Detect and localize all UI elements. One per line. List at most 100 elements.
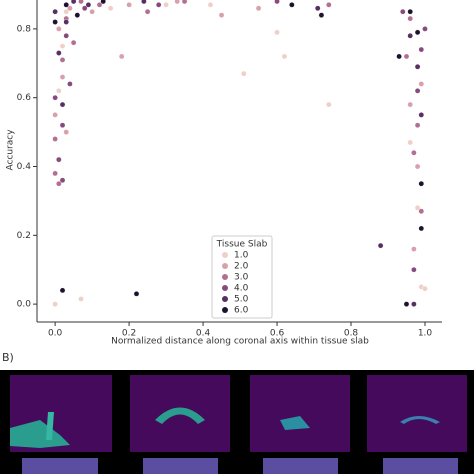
point [52,19,58,25]
point [174,0,180,5]
x-tick-label: 1.0 [418,329,433,339]
x-tick-label: 0.6 [270,329,285,339]
x-tick-label: 0.0 [48,329,63,339]
legend: Tissue Slab 1.02.03.04.05.06.0 [211,235,273,319]
point [59,43,66,49]
point [59,74,66,80]
point [411,246,417,252]
point [399,8,406,15]
point [181,0,188,5]
point [63,19,70,25]
point [63,32,70,39]
point [52,8,58,15]
point [56,180,62,187]
point [407,101,413,108]
point [414,29,421,36]
point [414,122,421,129]
point [411,266,417,273]
point [407,15,413,22]
point [141,0,147,5]
point [396,53,402,60]
point [133,290,140,297]
point [70,0,77,5]
y-tick-label: 0.0 [17,300,32,310]
point [281,53,288,60]
point [70,39,77,46]
panel-label: B) [2,351,14,364]
point [422,285,428,292]
point [52,136,58,142]
point [67,5,73,12]
point [414,63,421,70]
point [418,208,425,215]
image-tile [250,375,350,452]
point [63,2,70,8]
y-tick-label: 0.2 [17,231,31,241]
point [411,301,417,307]
point [74,12,81,18]
x-axis-label: Normalized distance along coronal axis w… [111,337,369,347]
legend-label: 2.0 [234,262,249,272]
point [414,163,421,170]
point [418,46,425,53]
point [163,2,169,8]
point [414,88,421,94]
point [96,2,103,8]
image-tile [383,458,458,474]
point [56,156,62,163]
point [240,70,247,77]
point [318,12,325,18]
legend-marker [222,296,228,302]
point [403,53,410,60]
image-tile [22,458,98,474]
y-tick-label: 0.4 [17,162,32,172]
point [59,122,66,129]
point [418,112,425,118]
point [418,81,425,87]
point [59,287,66,294]
point [107,5,114,12]
legend-label: 1.0 [234,251,249,261]
point [326,2,332,8]
point [255,5,262,12]
point [274,0,280,5]
point [407,8,413,15]
legend-title: Tissue Slab [216,240,268,250]
point [52,94,58,101]
point [403,301,410,307]
point [326,101,332,108]
point [314,5,321,12]
legend-marker [222,274,228,280]
legend-label: 3.0 [234,273,249,283]
point [207,2,214,8]
point [422,26,428,32]
legend-label: 6.0 [234,306,249,316]
point [411,149,417,156]
point [289,2,295,8]
legend-marker [222,307,228,313]
point [418,180,425,187]
y-tick-label: 0.8 [17,24,32,34]
point [377,242,384,249]
point [52,301,58,307]
point [78,296,84,302]
point [59,101,66,108]
tissue-shape [46,412,54,440]
y-tick-label: 0.6 [17,93,32,103]
point [414,204,421,211]
panel-b-images [0,370,474,474]
point [67,81,73,87]
x-tick-label: 0.2 [122,329,136,339]
point [63,129,70,135]
tissue-shape [155,407,205,424]
legend-label: 5.0 [234,295,249,305]
point [52,112,58,118]
point [155,2,162,8]
y-axis-label: Accuracy [6,129,16,171]
point [274,29,280,36]
point [418,225,425,232]
legend-marker [222,285,228,291]
point [407,32,413,39]
image-tile [263,458,338,474]
